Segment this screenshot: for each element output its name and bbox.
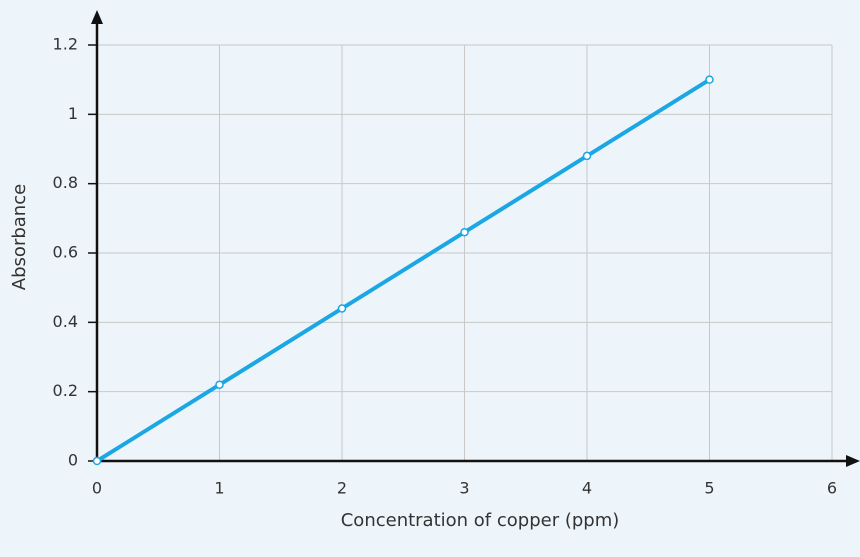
x-tick-label: 6 bbox=[827, 479, 837, 498]
x-axis-label: Concentration of copper (ppm) bbox=[341, 510, 620, 531]
data-point bbox=[215, 380, 224, 389]
data-line bbox=[95, 77, 711, 463]
x-tick-label: 2 bbox=[337, 479, 347, 498]
x-tick-label: 5 bbox=[704, 479, 714, 498]
x-tick-label: 0 bbox=[92, 479, 102, 498]
y-axis-arrow bbox=[91, 10, 103, 24]
data-point bbox=[705, 75, 714, 84]
y-axis-label: Absorbance bbox=[9, 184, 30, 290]
grid bbox=[96, 44, 833, 462]
y-tick-label: 0.8 bbox=[53, 173, 78, 192]
x-axis-arrow bbox=[846, 455, 860, 467]
y-tick-label: 0 bbox=[68, 451, 78, 470]
y-tick-label: 0.6 bbox=[53, 243, 78, 262]
y-tick-label: 0.2 bbox=[53, 381, 78, 400]
data-point bbox=[92, 456, 102, 466]
y-tick-label: 1.2 bbox=[53, 35, 78, 54]
x-tick-label: 1 bbox=[214, 479, 224, 498]
data-point bbox=[337, 304, 347, 313]
y-tick-label: 0.4 bbox=[53, 312, 78, 331]
data-point bbox=[460, 227, 469, 237]
y-tick-label: 1 bbox=[68, 104, 78, 123]
data-point bbox=[582, 151, 592, 161]
x-tick-label: 3 bbox=[459, 479, 469, 498]
x-tick-label: 4 bbox=[582, 479, 592, 498]
